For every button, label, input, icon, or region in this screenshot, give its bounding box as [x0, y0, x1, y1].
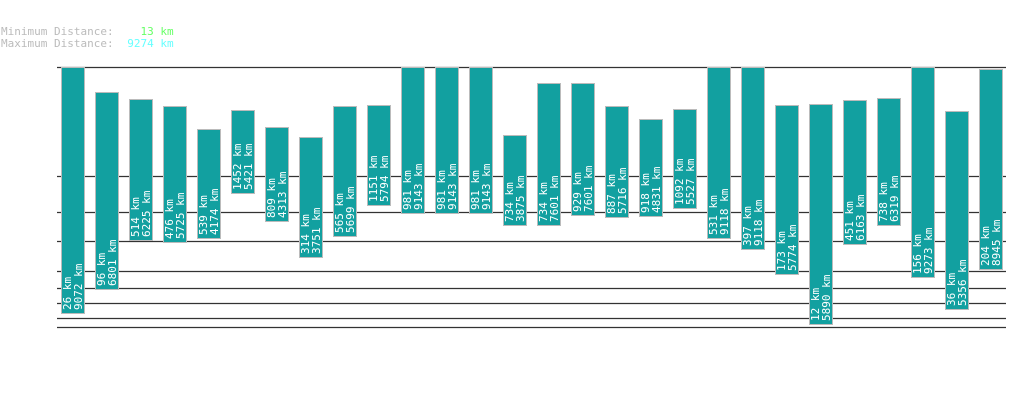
- bar-max-label: 7601 km: [548, 175, 561, 222]
- range-bar: [741, 67, 765, 250]
- range-bar: [231, 110, 255, 194]
- bar-min-label: 26 km: [61, 277, 74, 310]
- bar-min-label: 1151 km: [367, 155, 380, 202]
- bar-min-label: 809 km: [265, 178, 278, 218]
- bar-min-label: 887 km: [605, 174, 618, 214]
- bar-max-label: 6163 km: [854, 194, 867, 241]
- bar-max-label: 9143 km: [412, 163, 425, 210]
- bar-min-label: 929 km: [571, 172, 584, 212]
- range-bar: [945, 111, 969, 310]
- range-bar: [979, 69, 1003, 270]
- min-distance-label: Minimum Distance:: [1, 25, 114, 38]
- bar-min-label: 565 km: [333, 193, 346, 233]
- range-bar: [911, 67, 935, 278]
- bar-min-label: 36 km: [945, 273, 958, 306]
- bar-min-label: 734 km: [503, 182, 516, 222]
- range-bar: [707, 67, 731, 239]
- bar-min-label: 156 km: [911, 234, 924, 274]
- bar-min-label: 314 km: [299, 214, 312, 254]
- bar-min-label: 738 km: [877, 182, 890, 222]
- range-bar: [843, 100, 867, 245]
- bar-max-label: 9118 km: [752, 199, 765, 246]
- range-bar: [61, 67, 85, 314]
- max-distance-value: 9274 km: [127, 37, 174, 50]
- bar-max-label: 7601 km: [582, 165, 595, 212]
- range-bar: [401, 67, 425, 214]
- range-bar: [469, 67, 493, 214]
- range-bar: [435, 67, 459, 214]
- bar-max-label: 5699 km: [344, 186, 357, 233]
- min-distance-value: 13 km: [140, 25, 174, 38]
- bar-min-label: 204 km: [979, 226, 992, 266]
- bar-max-label: 6225 km: [140, 190, 153, 237]
- bar-max-label: 5421 km: [242, 143, 255, 190]
- bar-max-label: 5356 km: [956, 259, 969, 306]
- range-bar: [163, 106, 187, 243]
- max-distance-label: Maximum Distance:: [1, 37, 114, 50]
- bar-max-label: 5527 km: [684, 158, 697, 205]
- bar-min-label: 531 km: [707, 195, 720, 235]
- bar-min-label: 1452 km: [231, 143, 244, 190]
- range-bar: [265, 127, 289, 222]
- bar-max-label: 9118 km: [718, 188, 731, 235]
- bar-min-label: 12 km: [809, 288, 822, 321]
- bar-max-label: 8945 km: [990, 219, 1003, 266]
- range-bar: [333, 106, 357, 237]
- bar-min-label: 918 km: [639, 173, 652, 213]
- bar-max-label: 5716 km: [616, 167, 629, 214]
- range-bar: [299, 137, 323, 258]
- range-bar: [129, 99, 153, 241]
- bar-max-label: 6319 km: [888, 175, 901, 222]
- bar-min-label: 1092 km: [673, 158, 686, 205]
- bar-max-label: 5794 km: [378, 155, 391, 202]
- bar-max-label: 5890 km: [820, 274, 833, 321]
- bar-max-label: 3751 km: [310, 207, 323, 254]
- min-distance-stat: Minimum Distance: 13 km: [1, 26, 174, 37]
- bar-min-label: 451 km: [843, 201, 856, 241]
- bar-min-label: 476 km: [163, 199, 176, 239]
- bar-min-label: 981 km: [469, 170, 482, 210]
- range-bar: [571, 83, 595, 216]
- bar-max-label: 4313 km: [276, 171, 289, 218]
- range-bar: [775, 105, 799, 275]
- bar-max-label: 5725 km: [174, 192, 187, 239]
- bar-min-label: 173 km: [775, 231, 788, 271]
- bar-min-label: 981 km: [435, 170, 448, 210]
- bar-max-label: 9143 km: [446, 163, 459, 210]
- range-bar: [673, 109, 697, 209]
- range-bar: [877, 98, 901, 226]
- bar-max-label: 9273 km: [922, 227, 935, 274]
- bar-min-label: 514 km: [129, 197, 142, 237]
- range-bar: [95, 92, 119, 290]
- bar-min-label: 96 km: [95, 253, 108, 286]
- bar-min-label: 981 km: [401, 170, 414, 210]
- range-bar: [605, 106, 629, 218]
- range-bar: [809, 104, 833, 325]
- bar-max-label: 9143 km: [480, 163, 493, 210]
- max-distance-stat: Maximum Distance: 9274 km: [1, 38, 174, 49]
- bar-min-label: 539 km: [197, 195, 210, 235]
- bar-max-label: 3875 km: [514, 175, 527, 222]
- bar-min-label: 397 km: [741, 206, 754, 246]
- bar-max-label: 5774 km: [786, 224, 799, 271]
- range-bar: [367, 105, 391, 206]
- range-bar: [503, 135, 527, 226]
- bar-max-label: 9072 km: [72, 263, 85, 310]
- bar-max-label: 4831 km: [650, 166, 663, 213]
- bar-min-label: 734 km: [537, 182, 550, 222]
- range-bar: [537, 83, 561, 226]
- bar-max-label: 6801 km: [106, 239, 119, 286]
- range-bar: [639, 119, 663, 217]
- bar-max-label: 4174 km: [208, 188, 221, 235]
- range-bar: [197, 129, 221, 239]
